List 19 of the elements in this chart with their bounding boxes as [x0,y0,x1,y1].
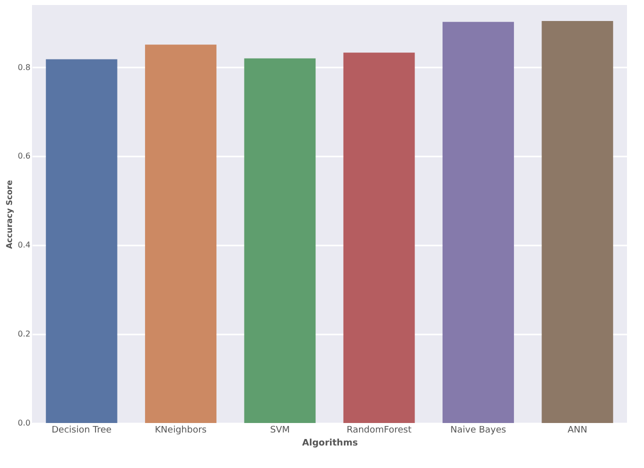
y-tick-label: 0.6 [18,152,30,161]
x-tick-label: Naive Bayes [450,426,506,436]
y-tick-label: 0.2 [18,330,30,339]
x-tick-label: SVM [270,426,290,436]
y-axis-title: Accuracy Score [4,180,14,249]
bar [145,44,216,423]
y-tick-label: 0.4 [18,240,30,250]
y-tick-label: 0.0 [18,418,30,428]
bar [343,52,415,423]
x-tick-label: RandomForest [346,426,412,436]
bar [542,21,614,423]
y-tick-label: 0.8 [18,62,30,72]
bar [46,59,118,423]
x-tick-label: Decision Tree [52,426,112,436]
bar [442,22,514,423]
x-tick-label: ANN [568,426,588,436]
x-tick-label: KNeighbors [154,426,207,436]
bar [244,58,316,423]
x-axis-title: Algorithms [302,438,358,448]
